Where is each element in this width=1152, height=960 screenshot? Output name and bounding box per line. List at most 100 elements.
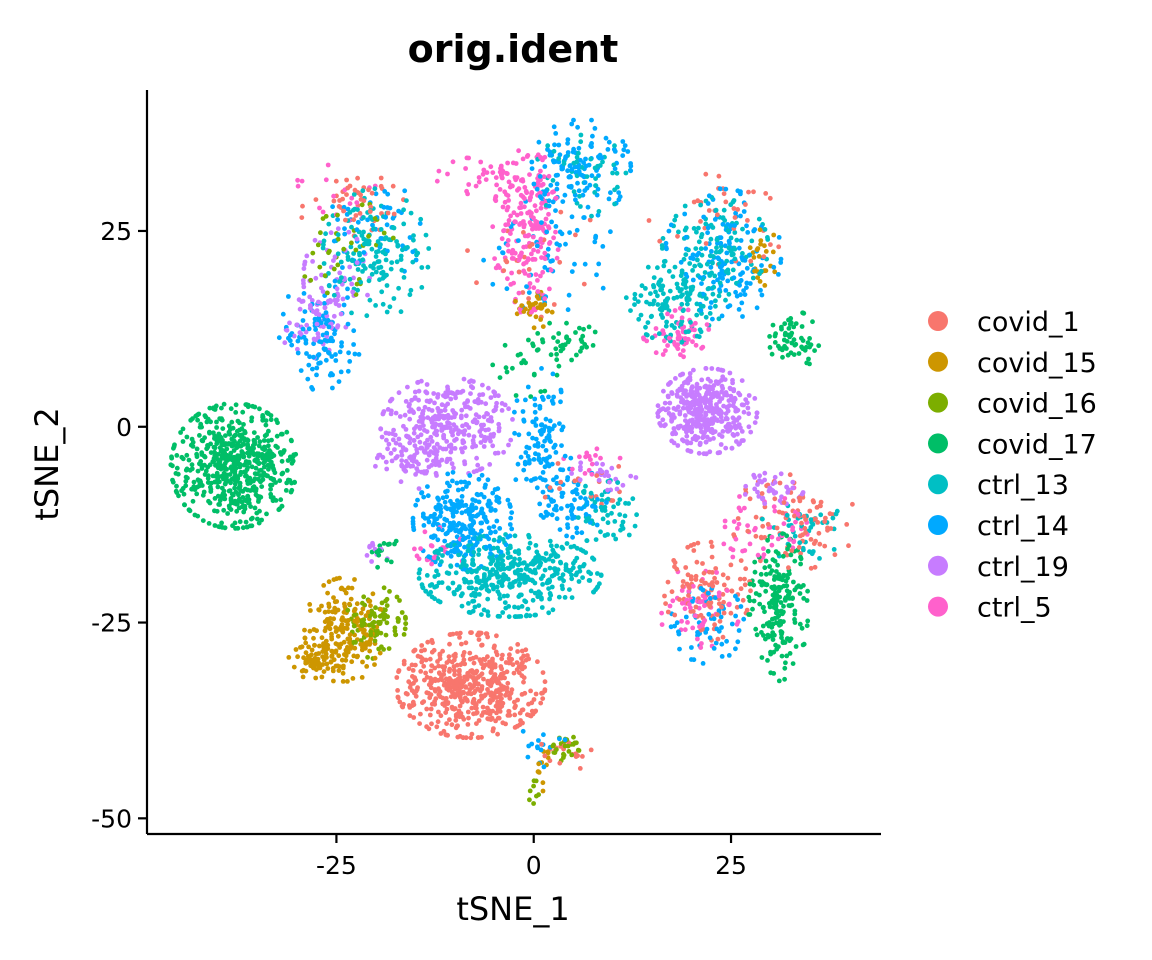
point-ctrl_14 xyxy=(536,139,542,145)
point-ctrl_13 xyxy=(512,604,517,610)
point-ctrl_14 xyxy=(570,516,575,521)
point-ctrl_14 xyxy=(512,409,517,415)
point-ctrl_14 xyxy=(699,281,704,286)
point-ctrl_14 xyxy=(516,238,521,244)
point-ctrl_14 xyxy=(280,311,286,317)
point-ctrl_14 xyxy=(494,518,500,524)
point-covid_15 xyxy=(316,607,322,613)
point-ctrl_14 xyxy=(574,530,580,536)
point-ctrl_19 xyxy=(727,385,733,391)
point-ctrl_13 xyxy=(323,231,328,237)
point-covid_1 xyxy=(479,695,485,701)
point-covid_1 xyxy=(799,520,804,526)
point-ctrl_19 xyxy=(412,389,418,395)
point-ctrl_14 xyxy=(628,163,634,169)
point-ctrl_14 xyxy=(559,231,565,237)
point-ctrl_13 xyxy=(351,192,357,197)
point-covid_17 xyxy=(257,439,263,445)
point-ctrl_13 xyxy=(682,203,688,209)
point-covid_1 xyxy=(693,604,699,610)
point-ctrl_14 xyxy=(508,515,514,521)
point-ctrl_14 xyxy=(545,246,551,252)
point-covid_1 xyxy=(738,558,744,563)
point-ctrl_14 xyxy=(533,476,538,481)
point-ctrl_14 xyxy=(555,172,560,178)
point-ctrl_5 xyxy=(527,197,533,203)
point-ctrl_13 xyxy=(545,143,551,149)
point-covid_1 xyxy=(403,691,409,696)
point-covid_1 xyxy=(476,637,482,642)
point-covid_17 xyxy=(760,623,766,629)
point-covid_1 xyxy=(573,232,578,238)
point-covid_1 xyxy=(735,207,741,212)
point-ctrl_5 xyxy=(548,267,554,273)
point-covid_1 xyxy=(803,530,808,535)
point-ctrl_14 xyxy=(547,418,553,424)
point-ctrl_19 xyxy=(397,414,403,419)
point-ctrl_19 xyxy=(704,390,710,396)
point-covid_1 xyxy=(573,754,579,759)
point-ctrl_5 xyxy=(667,603,673,609)
point-covid_1 xyxy=(503,258,509,263)
point-covid_1 xyxy=(526,267,532,272)
point-ctrl_5 xyxy=(594,446,600,452)
point-ctrl_5 xyxy=(527,220,533,225)
point-ctrl_13 xyxy=(599,498,605,503)
point-ctrl_5 xyxy=(693,320,698,326)
point-ctrl_14 xyxy=(577,172,583,177)
point-ctrl_13 xyxy=(697,292,703,298)
point-ctrl_19 xyxy=(679,371,685,377)
point-covid_1 xyxy=(744,607,750,613)
point-covid_17 xyxy=(240,409,246,415)
point-ctrl_19 xyxy=(719,389,724,395)
point-ctrl_13 xyxy=(485,613,491,618)
point-covid_17 xyxy=(276,507,282,513)
point-ctrl_14 xyxy=(668,222,674,228)
point-ctrl_14 xyxy=(592,504,598,510)
point-ctrl_13 xyxy=(740,251,745,256)
point-ctrl_13 xyxy=(476,603,482,608)
point-ctrl_13 xyxy=(398,309,404,315)
point-covid_1 xyxy=(474,280,479,286)
point-ctrl_13 xyxy=(529,577,535,583)
point-ctrl_19 xyxy=(800,490,806,495)
point-covid_1 xyxy=(693,573,699,579)
point-ctrl_14 xyxy=(304,351,309,356)
point-covid_16 xyxy=(366,233,371,239)
point-covid_17 xyxy=(535,347,541,352)
point-covid_17 xyxy=(191,479,197,485)
point-covid_17 xyxy=(233,410,239,415)
point-ctrl_13 xyxy=(560,546,566,551)
point-ctrl_13 xyxy=(632,302,637,307)
point-ctrl_14 xyxy=(526,290,532,295)
point-covid_15 xyxy=(295,654,300,660)
point-ctrl_19 xyxy=(707,401,713,406)
point-covid_17 xyxy=(207,430,212,436)
point-covid_1 xyxy=(814,505,820,510)
point-ctrl_19 xyxy=(492,390,498,395)
point-covid_1 xyxy=(737,576,743,582)
point-covid_15 xyxy=(538,302,543,307)
point-ctrl_14 xyxy=(354,227,360,233)
point-covid_1 xyxy=(811,499,816,505)
point-covid_1 xyxy=(714,580,720,585)
point-ctrl_14 xyxy=(725,304,731,310)
point-covid_17 xyxy=(547,320,552,326)
point-covid_17 xyxy=(780,553,786,559)
point-ctrl_14 xyxy=(469,508,474,514)
point-ctrl_14 xyxy=(339,340,344,345)
point-covid_17 xyxy=(221,401,227,407)
point-covid_15 xyxy=(329,648,335,654)
point-ctrl_5 xyxy=(502,199,508,205)
point-ctrl_5 xyxy=(500,168,506,174)
point-ctrl_5 xyxy=(515,187,520,193)
point-ctrl_13 xyxy=(732,230,738,235)
point-ctrl_19 xyxy=(754,410,760,416)
point-ctrl_14 xyxy=(553,131,559,136)
point-ctrl_13 xyxy=(660,236,666,241)
point-ctrl_5 xyxy=(538,177,543,183)
point-covid_17 xyxy=(816,343,822,349)
point-ctrl_13 xyxy=(651,284,657,290)
point-ctrl_14 xyxy=(513,477,519,483)
point-ctrl_14 xyxy=(425,484,430,489)
